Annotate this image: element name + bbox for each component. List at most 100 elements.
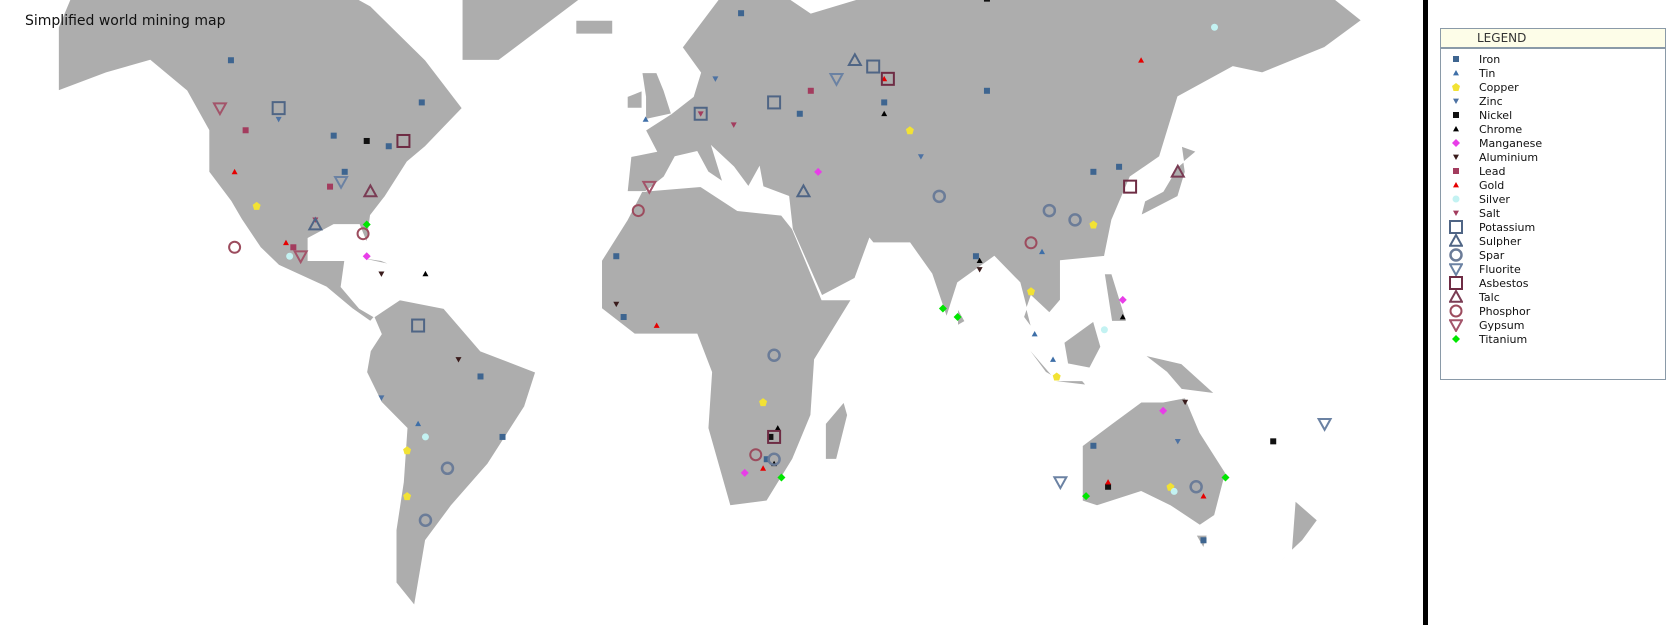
sulpher-marker — [307, 216, 324, 231]
nickel-marker — [1105, 483, 1112, 490]
aluminium-marker — [976, 267, 983, 273]
legend-label: Nickel — [1479, 108, 1513, 122]
spar-marker — [767, 348, 781, 362]
gold-marker — [1105, 479, 1112, 485]
gypsum-symbol-icon — [1449, 319, 1463, 332]
legend-label: Lead — [1479, 164, 1506, 178]
legend-label: Asbestos — [1479, 276, 1529, 290]
iron-marker — [227, 57, 234, 64]
fluorite-marker — [1052, 476, 1069, 491]
legend-label: Gypsum — [1479, 318, 1525, 332]
titanium-marker — [953, 313, 962, 322]
iron-marker — [620, 314, 627, 321]
asbestos-symbol-icon — [1449, 276, 1463, 290]
iron-marker — [613, 253, 620, 260]
silver-marker — [1100, 326, 1108, 334]
phosphor-marker — [631, 204, 645, 218]
legend-item: Copper — [1441, 80, 1665, 94]
iron-marker — [330, 132, 337, 139]
spar-marker — [418, 513, 433, 528]
phosphor-marker — [1024, 236, 1038, 250]
manganese-marker — [1159, 406, 1168, 415]
zinc-marker — [1174, 438, 1181, 445]
chrome-marker — [422, 270, 429, 277]
gold-marker — [282, 239, 289, 246]
chrome-marker — [774, 425, 781, 431]
zinc-marker — [378, 395, 385, 401]
asbestos-marker — [1123, 179, 1138, 194]
legend-label: Iron — [1479, 52, 1501, 66]
copper-marker — [252, 201, 261, 210]
copper-marker — [1027, 287, 1035, 296]
chrome-marker — [1119, 314, 1126, 320]
legend-item: Nickel — [1441, 108, 1665, 122]
landmass-philippines — [1103, 273, 1127, 322]
phosphor-symbol-icon — [1449, 304, 1463, 318]
spar-marker — [932, 189, 946, 204]
legend-item: Zinc — [1441, 94, 1665, 108]
salt-marker — [697, 111, 704, 117]
legend-item: Titanium — [1441, 332, 1665, 346]
landmass-madagascar — [825, 401, 848, 460]
gold-symbol-icon — [1453, 182, 1459, 188]
potassium-marker — [271, 101, 286, 116]
iron-marker — [1090, 442, 1097, 449]
legend-label: Fluorite — [1479, 262, 1521, 276]
manganese-symbol-icon — [1452, 139, 1460, 147]
landmass-ireland — [626, 90, 643, 109]
iron-marker — [385, 143, 392, 150]
fluorite-marker — [333, 175, 349, 190]
legend-label: Zinc — [1479, 94, 1503, 108]
gold-marker — [1138, 57, 1145, 63]
landmass-java — [1049, 380, 1088, 386]
iron-marker — [983, 87, 990, 94]
chrome-symbol-icon — [1453, 126, 1459, 132]
legend-label: Chrome — [1479, 122, 1523, 136]
gold-marker — [760, 465, 767, 471]
fluorite-marker — [1316, 417, 1333, 432]
legend-label: Aluminium — [1479, 150, 1539, 164]
iron-marker — [477, 373, 484, 380]
talc-marker — [1170, 163, 1186, 178]
copper-marker — [403, 446, 412, 455]
iron-marker — [1090, 168, 1097, 175]
legend-label: Gold — [1479, 178, 1505, 192]
manganese-marker — [814, 167, 823, 176]
aluminium-marker — [455, 357, 462, 363]
aluminium-marker — [378, 271, 385, 277]
landmass-eurasia — [626, 0, 1362, 347]
potassium-marker — [866, 59, 881, 74]
gold-marker — [231, 168, 238, 175]
silver-marker — [286, 252, 294, 260]
map-title: Simplified world mining map — [25, 13, 226, 29]
titanium-marker — [362, 220, 371, 229]
titanium-marker — [1082, 492, 1091, 501]
legend-label: Copper — [1479, 80, 1519, 94]
silver-marker — [421, 433, 429, 441]
tin-marker — [1031, 331, 1038, 337]
legend-item: Sulpher — [1441, 234, 1665, 248]
iron-marker — [763, 456, 770, 463]
titanium-marker — [777, 473, 786, 482]
landmass-new-zealand — [1280, 500, 1318, 562]
legend-item: Iron — [1441, 52, 1665, 66]
fluorite-marker — [828, 73, 845, 87]
gold-marker — [653, 322, 660, 328]
potassium-symbol-icon — [1449, 220, 1463, 234]
landmass-africa — [601, 186, 852, 507]
talc-symbol-icon — [1449, 290, 1463, 303]
aluminium-symbol-icon — [1453, 154, 1459, 160]
aluminium-marker — [613, 301, 620, 308]
iron-symbol-icon — [1453, 56, 1459, 62]
phosphor-marker — [749, 448, 763, 462]
titanium-marker — [1221, 473, 1230, 482]
spar-symbol-icon — [1449, 248, 1463, 262]
nickel-symbol-icon — [1453, 112, 1459, 118]
legend-item: Salt — [1441, 206, 1665, 220]
tin-marker — [1050, 356, 1057, 362]
copper-symbol-icon — [1452, 83, 1460, 91]
legend-items: Iron Tin Copper Zinc Nickel Chrome Manganese Al… — [1441, 49, 1665, 346]
legend-item: Tin — [1441, 66, 1665, 80]
tin-marker — [415, 420, 422, 427]
titanium-symbol-icon — [1452, 335, 1460, 343]
